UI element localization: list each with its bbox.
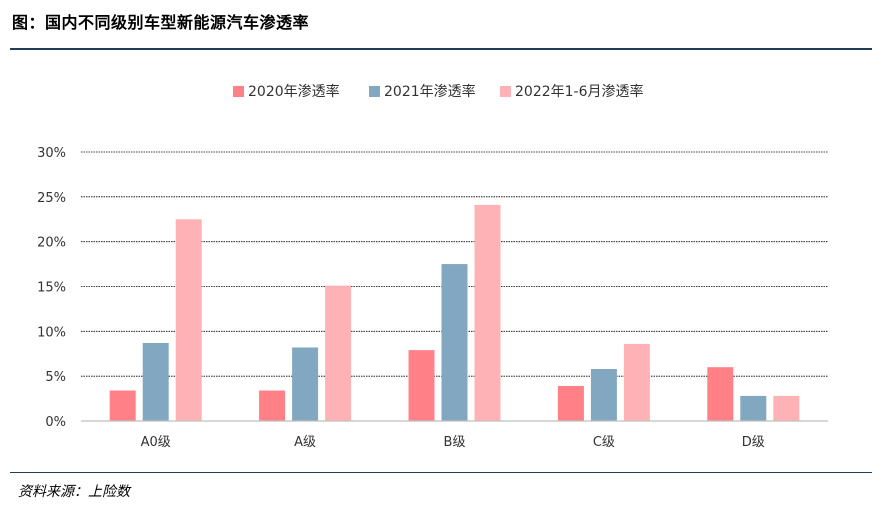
title-underline bbox=[10, 48, 872, 50]
bar bbox=[175, 219, 202, 421]
legend-label: 2020年渗透率 bbox=[248, 83, 340, 100]
bar bbox=[474, 204, 501, 421]
footer-rule bbox=[10, 472, 872, 473]
y-tick-label: 0% bbox=[45, 415, 66, 430]
bar bbox=[109, 390, 136, 421]
y-tick-label: 25% bbox=[37, 191, 66, 206]
source-note: 资料来源：上险数 bbox=[18, 484, 130, 500]
y-axis: 0% 5% 10% 15% 20% 25% 30% bbox=[37, 146, 66, 430]
y-tick-label: 15% bbox=[37, 281, 66, 296]
bar bbox=[325, 285, 352, 421]
x-tick-label: C级 bbox=[593, 435, 615, 450]
legend-swatch bbox=[233, 86, 244, 97]
y-tick-label: 5% bbox=[45, 370, 66, 385]
bar bbox=[773, 395, 800, 421]
x-axis: A0级 A级 B级 C级 D级 bbox=[81, 420, 828, 450]
legend-label: 2022年1-6月渗透率 bbox=[515, 83, 644, 100]
x-tick-label: A级 bbox=[294, 435, 316, 450]
figure-title: 图：国内不同级别车型新能源汽车渗透率 bbox=[12, 13, 310, 32]
bar bbox=[590, 368, 617, 421]
bar bbox=[259, 390, 286, 421]
chart-bars bbox=[109, 204, 800, 421]
legend-swatch bbox=[500, 86, 511, 97]
bar bbox=[408, 350, 435, 421]
x-tick-label: D级 bbox=[742, 435, 765, 450]
y-tick-label: 10% bbox=[37, 325, 66, 340]
x-tick-label: A0级 bbox=[141, 435, 171, 450]
bar bbox=[441, 264, 468, 421]
y-tick-label: 30% bbox=[37, 146, 66, 161]
bar bbox=[557, 386, 584, 421]
bar bbox=[707, 367, 734, 421]
bar bbox=[142, 342, 169, 421]
y-tick-label: 20% bbox=[37, 236, 66, 251]
legend-swatch bbox=[369, 86, 380, 97]
x-tick-label: B级 bbox=[444, 435, 466, 450]
legend-label: 2021年渗透率 bbox=[384, 83, 476, 100]
bar bbox=[623, 343, 650, 421]
bar bbox=[740, 395, 767, 421]
chart-legend: 2020年渗透率 2021年渗透率 2022年1-6月渗透率 bbox=[233, 83, 644, 100]
bar bbox=[292, 347, 319, 421]
